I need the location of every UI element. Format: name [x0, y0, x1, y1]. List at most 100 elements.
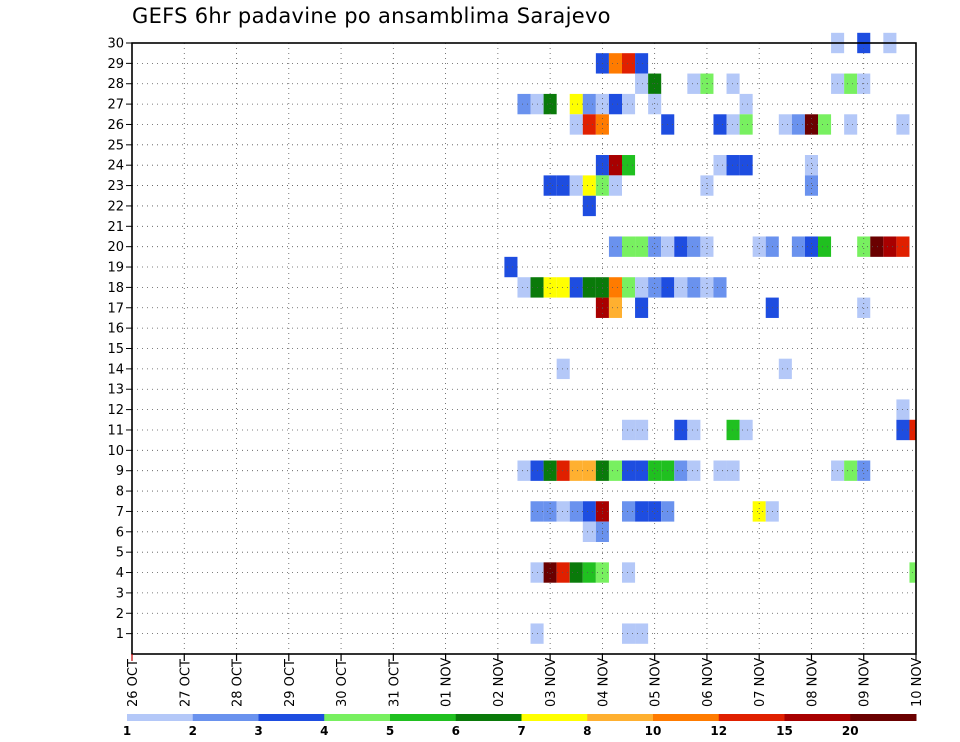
heatmap-cell — [713, 277, 727, 298]
x-tick-label: 28 OCT — [231, 659, 246, 707]
heatmap-cell — [543, 562, 557, 583]
y-tick-label: 26 — [107, 118, 124, 133]
legend-swatch — [521, 714, 588, 721]
heatmap-cell — [556, 562, 570, 583]
heatmap-cell — [608, 93, 622, 115]
heatmap-cell — [857, 297, 871, 318]
heatmap-cell — [818, 236, 832, 257]
legend-label: 8 — [583, 724, 591, 738]
heatmap-cell — [648, 277, 662, 298]
heatmap-cell — [622, 501, 636, 522]
heatmap-cell — [726, 460, 740, 481]
legend-swatch — [258, 714, 325, 721]
heatmap-cell — [556, 501, 570, 522]
heatmap-cell — [844, 73, 858, 94]
y-tick-label: 23 — [107, 179, 124, 194]
y-tick-label: 13 — [107, 383, 124, 398]
legend-swatch — [455, 714, 522, 721]
heatmap-cell — [582, 195, 596, 217]
x-tick-label: 03 NOV — [544, 658, 559, 707]
heatmap-cell — [804, 155, 818, 176]
heatmap-cell — [635, 460, 649, 481]
y-tick-label: 27 — [107, 98, 124, 113]
heatmap-cell — [687, 419, 701, 441]
heatmap-cell — [569, 277, 583, 298]
x-tick-label: 09 NOV — [858, 658, 873, 707]
heatmap-cell — [648, 93, 662, 115]
heatmap-cell — [635, 297, 649, 318]
x-axis: 26 OCT 27 OCT 28 OCT 29 OCT 30 OCT 31 OCT 01 N… — [126, 654, 925, 707]
heatmap-cell — [504, 256, 518, 278]
heatmap-cell — [635, 419, 649, 441]
heatmap-cell — [569, 93, 583, 115]
heatmap-cell — [791, 114, 805, 135]
y-tick-label: 20 — [107, 240, 124, 255]
heatmap-cell — [739, 155, 753, 176]
heatmap-cell — [622, 93, 636, 115]
legend-swatch — [653, 714, 720, 721]
heatmap-cell — [818, 114, 832, 135]
heatmap-cell — [622, 53, 636, 74]
heatmap-cell — [700, 236, 714, 257]
y-tick-label: 18 — [107, 281, 124, 296]
y-tick-label: 16 — [107, 322, 124, 337]
x-tick-label: 26 OCT — [126, 659, 141, 707]
heatmap-cell — [569, 501, 583, 522]
y-tick-label: 10 — [107, 444, 124, 459]
y-axis: 1234567891011121314151617181920212223242… — [107, 37, 132, 642]
heatmap-cell — [635, 501, 649, 522]
heatmap-cell — [517, 93, 531, 115]
x-tick-label: 02 NOV — [492, 658, 507, 707]
legend-swatch — [587, 714, 654, 721]
legend-label: 12 — [710, 724, 727, 738]
heatmap-cell — [543, 277, 557, 298]
x-tick-label: 30 OCT — [335, 659, 350, 707]
heatmap-cell — [857, 460, 871, 481]
x-tick-label: 10 NOV — [910, 658, 925, 707]
legend-label: 2 — [189, 724, 197, 738]
y-tick-label: 30 — [107, 37, 124, 52]
heatmap-cell — [674, 460, 688, 481]
legend-swatch — [784, 714, 851, 721]
y-tick-label: 8 — [116, 485, 124, 500]
grid-lines — [132, 43, 916, 654]
heatmap-cell — [608, 155, 622, 176]
heatmap-cell — [622, 155, 636, 176]
legend-label: 10 — [645, 724, 662, 738]
heatmap-cell — [622, 277, 636, 298]
y-tick-label: 4 — [116, 566, 124, 581]
heatmap-cell — [739, 93, 753, 115]
x-tick-label: 04 NOV — [596, 658, 611, 707]
heatmap-cell — [543, 460, 557, 481]
heatmap-cell — [687, 277, 701, 298]
legend-label: 1 — [123, 724, 131, 738]
heatmap-cell — [635, 53, 649, 74]
heatmap-cell — [582, 521, 596, 542]
y-tick-label: 21 — [107, 220, 124, 235]
heatmap-cell — [739, 114, 753, 135]
heatmap-cell — [635, 236, 649, 257]
heatmap-cell — [674, 277, 688, 298]
heatmap-cell — [635, 623, 649, 644]
heatmap-cell — [556, 358, 570, 380]
legend-label: 5 — [386, 724, 394, 738]
heatmap-cell — [556, 277, 570, 298]
heatmap-cell — [739, 419, 753, 441]
heatmap-cell — [804, 175, 818, 196]
x-tick-label: 01 NOV — [440, 658, 455, 707]
heatmap-cell — [844, 114, 858, 135]
heatmap-cell — [726, 155, 740, 176]
y-tick-label: 17 — [107, 301, 124, 316]
x-tick-label: 06 NOV — [701, 658, 716, 707]
heatmap-cell — [674, 236, 688, 257]
x-tick-label: 08 NOV — [805, 658, 820, 707]
y-tick-label: 19 — [107, 261, 124, 276]
heatmap-cell — [608, 236, 622, 257]
heatmap-cell — [543, 501, 557, 522]
heatmap-cell — [726, 419, 740, 441]
heatmap-cell — [778, 358, 792, 380]
y-tick-label: 28 — [107, 77, 124, 92]
y-tick-label: 5 — [116, 546, 124, 561]
legend-swatch — [390, 714, 457, 721]
heatmap-cell — [726, 73, 740, 94]
